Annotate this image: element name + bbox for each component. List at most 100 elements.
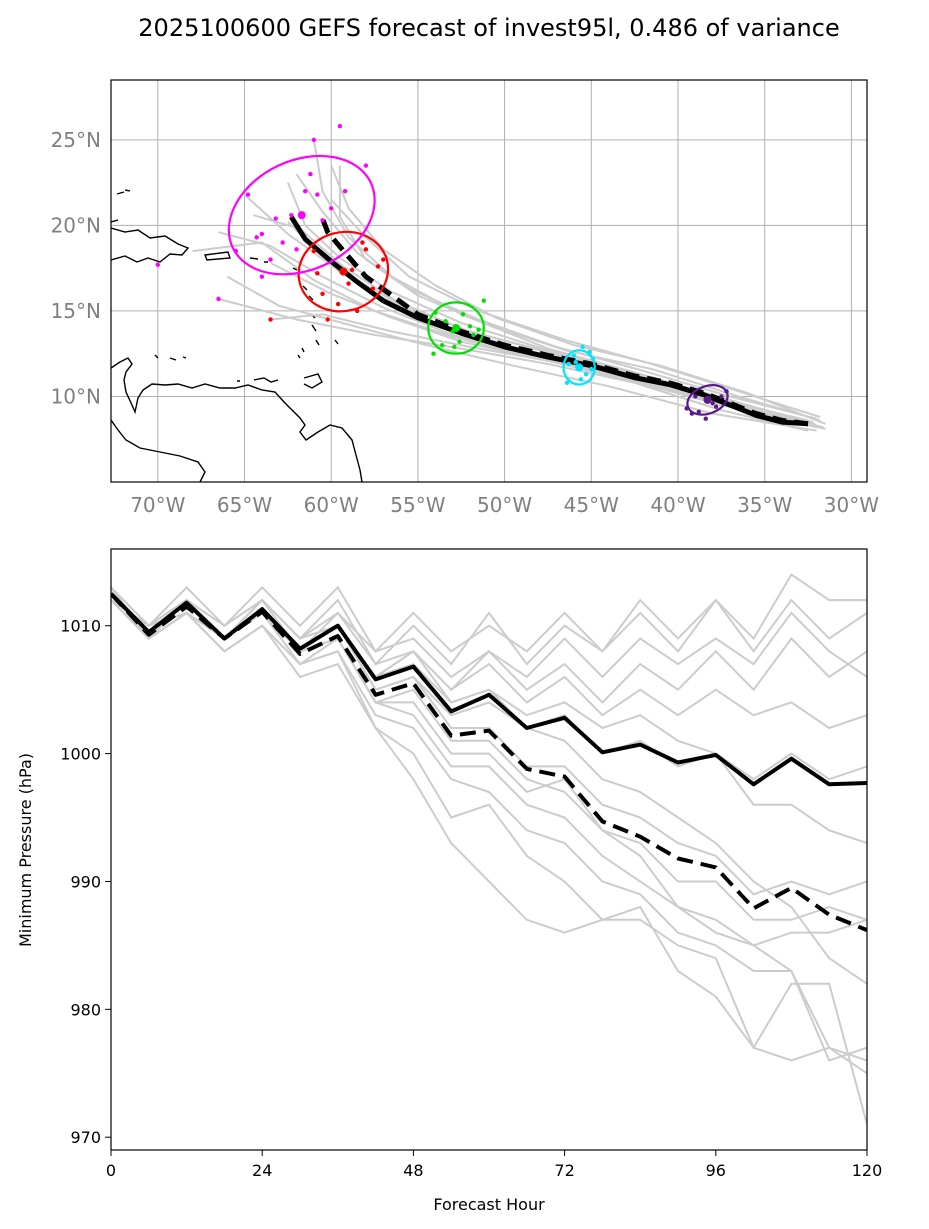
pressure-panel: 0 24 48 72 96 120 970 980 990 1000 1010 Forecast H… [16,548,883,1214]
member-position-t96-cyan [580,344,585,350]
map-xtick-label: 30°W [824,493,879,517]
member-position-t24-magenta [289,212,294,218]
member-position-t72-green [467,324,473,329]
centroid-t24-magenta [297,211,306,220]
map-xtick-label: 50°W [477,493,532,517]
member-position-t48-red [349,267,355,273]
map-xtick-label: 45°W [564,493,619,517]
member-position-t24-magenta [273,216,278,221]
ensemble-track [218,298,809,432]
member-position-t120-purple [724,389,729,394]
member-position-t72-green [460,312,466,317]
map-ytick-label: 15°N [51,299,101,323]
member-position-t48-red [360,240,365,245]
map-xtick-label: 70°W [130,493,185,517]
map-frame [110,79,868,483]
map-xtick-label: 65°W [217,493,272,517]
map-ytick-label: 25°N [51,128,101,152]
south-america-coast [111,357,363,482]
member-position-t24-magenta [268,257,273,262]
member-position-t24-magenta [308,171,313,177]
centroid-t48-red [339,267,348,276]
member-position-t48-red [268,317,273,322]
member-position-t120-purple [710,401,715,406]
pressure-ensemble-line [111,598,867,666]
centroid-ellipse-t24-magenta [227,154,376,276]
member-position-t48-red [325,317,330,322]
map-ytick-label: 10°N [51,384,101,408]
map-ytick-label: 20°N [51,213,101,237]
pressure-xtick-label: 0 [106,1161,116,1180]
member-position-t48-red [315,271,320,276]
member-position-t96-cyan [590,356,596,362]
map-tick-labels: 70°W 65°W 60°W 55°W 50°W 45°W 40°W 35°W 30°W 10°N… [51,128,880,517]
virgin-islands [249,257,268,263]
member-position-t48-red [381,257,386,262]
map-xtick-label: 40°W [650,493,705,517]
pressure-xtick-label: 120 [852,1161,883,1180]
member-position-t72-green [439,342,445,348]
member-position-t96-cyan [583,372,589,377]
member-position-t120-purple [696,409,702,415]
member-position-t24-magenta [315,192,320,197]
pressure-ytick-label: 1010 [60,617,101,636]
member-position-t48-red [346,281,351,286]
member-position-t72-green [452,344,457,350]
pressure-median-line [111,592,867,932]
member-position-t24-magenta [254,235,259,240]
map-xtick-label: 60°W [304,493,359,517]
member-position-t24-magenta [363,163,369,168]
member-position-t24-magenta [294,247,299,252]
pressure-ensemble-line [111,598,867,896]
ensemble-track [330,199,821,418]
ensemble-track [286,182,811,424]
ensemble-track [218,231,812,427]
member-position-t72-green [471,332,476,338]
member-position-t24-magenta [216,296,221,302]
member-position-t96-cyan [573,360,578,365]
pressure-ytick-label: 990 [70,872,101,891]
median-track [320,217,809,427]
track-map-panel: 70°W 65°W 60°W 55°W 50°W 45°W 40°W 35°W 30°W 10°N… [51,79,880,517]
member-position-t24-magenta [155,262,161,267]
member-position-t24-magenta [259,274,265,279]
member-position-t96-cyan [589,366,594,372]
member-position-t48-red [375,264,381,269]
member-position-t72-green [476,327,481,332]
member-position-t96-cyan [578,377,584,382]
member-position-t96-cyan [564,380,570,385]
member-position-t48-red [370,286,376,291]
centroid-t120-purple [703,395,712,404]
mean-median-tracks [289,215,809,427]
ensemble-tracks [192,139,826,432]
figure-title: 2025100600 GEFS forecast of invest95l, 0… [138,14,839,42]
member-position-t120-purple [693,394,698,399]
member-position-t120-purple [719,394,724,399]
member-position-t24-magenta [320,218,325,223]
centroid-t96-cyan [575,363,584,372]
member-position-t48-red [335,301,341,307]
pressure-ensemble-line [111,599,867,1075]
pressure-ensemble-line [111,586,867,730]
member-position-t24-magenta [280,240,285,245]
member-position-t96-cyan [566,361,571,367]
map-gridlines [111,80,867,482]
hispaniola-coast [111,227,190,263]
ensemble-track [226,275,817,432]
trinidad-coast [303,373,323,389]
pressure-ytick-label: 980 [70,1000,101,1019]
pressure-frame [110,548,868,1151]
jamaica-coast [111,219,119,223]
pressure-y-label: Minimum Pressure (hPa) [16,753,35,947]
member-position-t72-green [443,319,448,324]
mean-track [289,215,809,427]
pressure-ensemble-line [111,599,867,1062]
centroid-t72-green [452,324,461,333]
pressure-x-label: Forecast Hour [433,1195,545,1214]
pressure-xtick-label: 24 [252,1161,272,1180]
member-position-t96-cyan [587,349,592,355]
member-position-t120-purple [703,416,708,421]
member-position-t72-green [433,310,438,315]
member-position-t72-green [457,339,462,344]
